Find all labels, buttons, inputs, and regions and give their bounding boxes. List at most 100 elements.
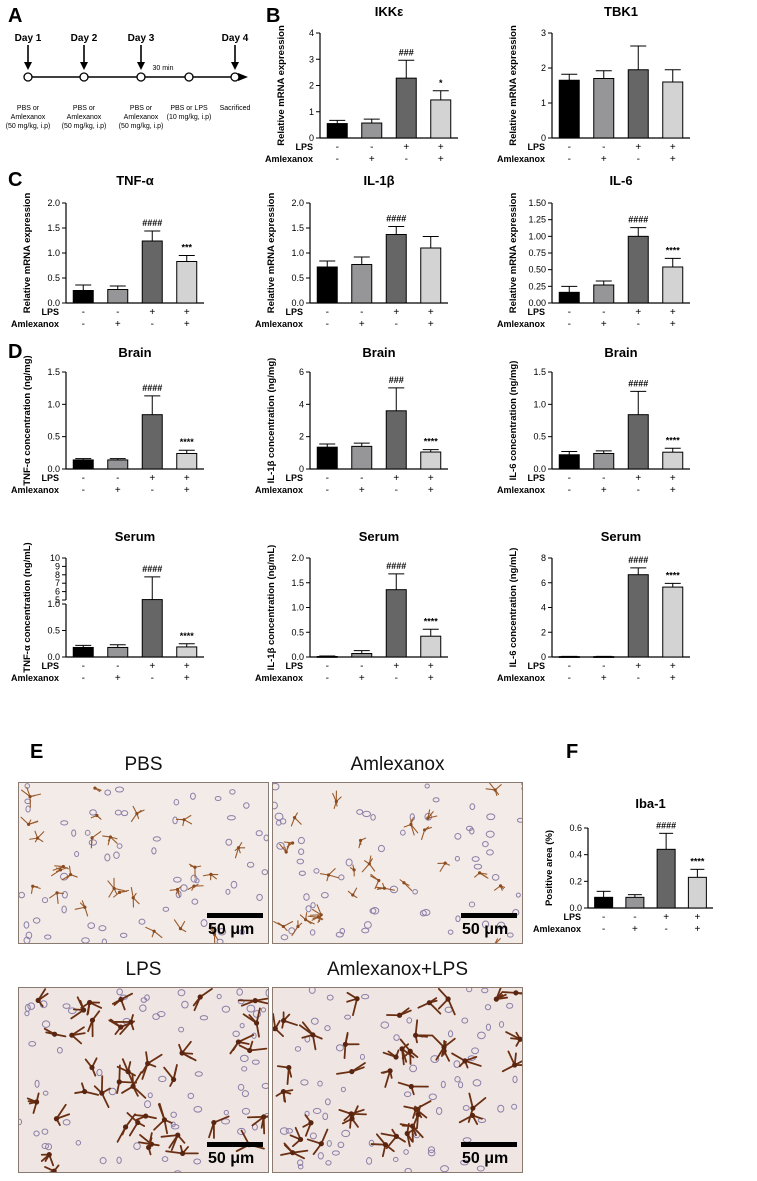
y-tick-label: 0.5	[291, 273, 304, 283]
microglia-cell	[208, 1115, 230, 1139]
y-tick-label: 0	[541, 133, 546, 143]
nucleus	[485, 830, 495, 838]
microglia-cell	[346, 991, 360, 1017]
nucleus	[337, 1141, 345, 1148]
nucleus	[144, 1100, 152, 1109]
nucleus	[300, 1079, 309, 1086]
nucleus	[472, 1079, 482, 1087]
group-sign: +	[694, 912, 700, 923]
nucleus	[419, 910, 427, 917]
micrograph-title: LPS	[125, 959, 162, 980]
microglia-cell	[432, 1035, 456, 1061]
nucleus	[324, 1025, 331, 1032]
nucleus	[74, 851, 80, 857]
timeline-treatment-line: (50 mg/kg, i.p)	[119, 123, 164, 130]
nucleus	[430, 1055, 440, 1063]
y-tick-label: 2.0	[291, 198, 304, 208]
scale-bar-label: 50 μm	[462, 921, 509, 938]
nucleus	[170, 1121, 176, 1128]
nucleus	[317, 1080, 323, 1087]
bar	[326, 123, 348, 139]
nucleus	[280, 934, 289, 941]
nucleus	[471, 856, 480, 862]
microglia-cell	[370, 1133, 395, 1158]
y-axis-label: Relative mRNA expression	[508, 25, 519, 146]
row-label-lps: LPS	[41, 307, 59, 317]
y-tick-label: 0	[309, 133, 314, 143]
nucleus	[440, 1165, 449, 1172]
nucleus	[403, 1149, 409, 1155]
nucleus	[345, 858, 353, 867]
nucleus	[297, 1164, 304, 1170]
nucleus	[338, 874, 345, 881]
group-sign: -	[395, 485, 398, 496]
chart-il6_brain: Brain 0.0 0.5 1.0 1.5 IL-6 concentration (ng/…	[497, 345, 690, 496]
group-sign: +	[115, 319, 121, 330]
scale-bar-label: 50 μm	[208, 1150, 255, 1167]
y-tick-label: 4	[299, 399, 304, 409]
bar	[593, 284, 615, 304]
nucleus	[172, 816, 178, 825]
group-sign: -	[116, 661, 119, 672]
micrograph-image: 50 μm	[18, 987, 269, 1173]
group-sign: -	[360, 661, 363, 672]
nucleus	[214, 795, 222, 801]
y-tick-label: 0.4	[569, 850, 582, 860]
microglia-cell	[273, 1012, 284, 1038]
nucleus	[45, 1143, 53, 1151]
microglia-cell	[399, 1043, 415, 1066]
y-axis-label: Relative mRNA expression	[508, 193, 519, 314]
row-label-lps: LPS	[527, 142, 545, 152]
nucleus	[23, 936, 31, 943]
group-sign: +	[369, 154, 375, 165]
microglia-cell	[358, 837, 367, 849]
nucleus	[152, 836, 161, 842]
microglia-cell	[116, 1064, 138, 1094]
nucleus	[468, 901, 476, 908]
microglia-cell	[146, 1132, 153, 1156]
group-sign: +	[184, 673, 190, 684]
microglia-cell	[397, 1081, 429, 1096]
y-tick-label: 0.5	[533, 432, 546, 442]
nucleus	[28, 1041, 37, 1047]
bar	[627, 69, 649, 139]
group-sign: +	[393, 307, 399, 318]
panel-label-c: C	[8, 169, 22, 191]
microglia-cell	[501, 990, 522, 996]
chart-title: Brain	[604, 345, 637, 360]
nucleus	[496, 921, 506, 930]
group-sign: -	[568, 154, 571, 165]
row-label-lps: LPS	[285, 661, 303, 671]
nucleus	[297, 836, 305, 845]
nucleus	[341, 1129, 351, 1138]
bar	[385, 410, 407, 470]
timeline-node	[23, 72, 33, 82]
nucleus	[239, 1054, 249, 1063]
nucleus	[24, 1010, 30, 1017]
bar	[385, 589, 407, 658]
bar	[625, 896, 645, 909]
y-tick-label: 10	[50, 553, 60, 563]
nucleus	[191, 898, 199, 905]
microglia-cell	[40, 1152, 55, 1167]
bar	[107, 646, 129, 658]
row-label-lps: LPS	[295, 142, 313, 152]
nucleus	[193, 1158, 202, 1165]
micrograph-texture	[273, 988, 522, 1172]
nucleus	[497, 1104, 505, 1113]
microglia-cell	[382, 1049, 400, 1060]
significance-label: ****	[666, 245, 681, 255]
group-sign: +	[393, 661, 399, 672]
nucleus	[32, 917, 41, 924]
row-label-lps: LPS	[285, 307, 303, 317]
panel-label-a: A	[8, 5, 22, 27]
micrograph-image: 50 μm	[272, 782, 523, 944]
nucleus	[440, 1080, 446, 1089]
nucleus	[181, 1000, 189, 1009]
nucleus	[409, 1064, 418, 1073]
microglia-cell	[52, 864, 69, 871]
nucleus	[241, 1107, 251, 1115]
nucleus	[139, 1004, 147, 1012]
significance-label: ****	[690, 856, 705, 866]
y-tick-label: 0.6	[569, 823, 582, 833]
